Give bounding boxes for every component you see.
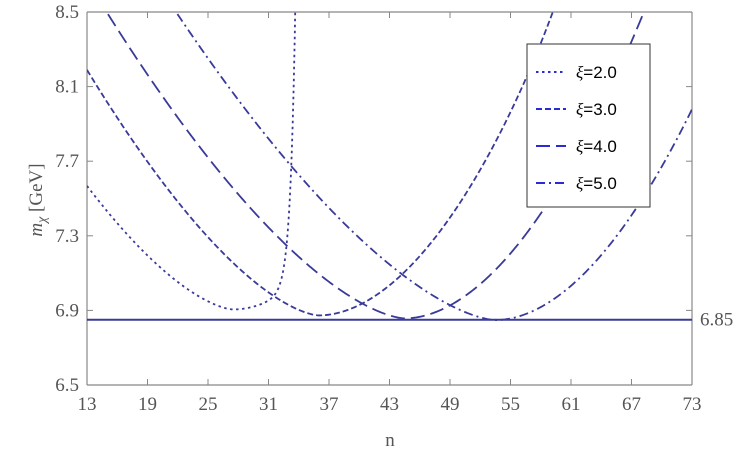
- legend-xi: ξ: [576, 100, 584, 119]
- legend-value: =5.0: [583, 174, 617, 193]
- legend-label: ξ=4.0: [576, 137, 617, 156]
- x-tick-label: 31: [259, 394, 278, 415]
- y-tick-label: 6.5: [55, 375, 79, 396]
- y-axis-title-unit: [GeV]: [26, 163, 47, 216]
- legend-xi: ξ: [576, 63, 584, 82]
- x-tick-label: 67: [622, 394, 641, 415]
- series-line: [87, 12, 554, 317]
- series-line: [87, 12, 297, 311]
- legend-xi: ξ: [576, 137, 584, 156]
- series-line: [175, 12, 692, 322]
- x-tick-label: 49: [441, 394, 460, 415]
- tick-labels: 13 19 25 31 37 43 49 55 61 67 73 6.5 6.9 7.3 7.7 8.1 8.5: [55, 2, 701, 415]
- reference-line-label: 6.85: [700, 310, 733, 331]
- legend: ξ=2.0ξ=3.0ξ=4.0ξ=5.0: [526, 43, 651, 208]
- y-axis-title: mχ [GeV]: [26, 163, 50, 236]
- legend-label: ξ=5.0: [576, 174, 617, 193]
- x-tick-label: 13: [78, 394, 97, 415]
- y-axis-title-main: m: [26, 223, 47, 237]
- y-tick-label: 8.5: [55, 2, 79, 23]
- y-tick-label: 6.9: [55, 300, 79, 321]
- x-tick-label: 61: [562, 394, 581, 415]
- x-axis-title: n: [385, 430, 395, 451]
- x-tick-label: 37: [320, 394, 339, 415]
- legend-label: ξ=2.0: [576, 63, 617, 82]
- x-tick-label: 43: [380, 394, 399, 415]
- legend-label: ξ=3.0: [576, 100, 617, 119]
- legend-box: [526, 43, 651, 208]
- y-tick-label: 7.3: [55, 226, 79, 247]
- x-tick-label: 19: [138, 394, 157, 415]
- x-tick-label: 73: [683, 394, 702, 415]
- legend-value: =3.0: [583, 100, 617, 119]
- x-tick-label: 25: [199, 394, 218, 415]
- x-tick-label: 55: [501, 394, 520, 415]
- y-axis-title-sub: χ: [35, 216, 50, 225]
- axis-ticks: [86, 11, 693, 386]
- legend-xi: ξ: [576, 174, 584, 193]
- y-tick-label: 7.7: [55, 151, 79, 172]
- y-tick-label: 8.1: [55, 77, 79, 98]
- legend-value: =2.0: [583, 63, 617, 82]
- legend-value: =4.0: [583, 137, 617, 156]
